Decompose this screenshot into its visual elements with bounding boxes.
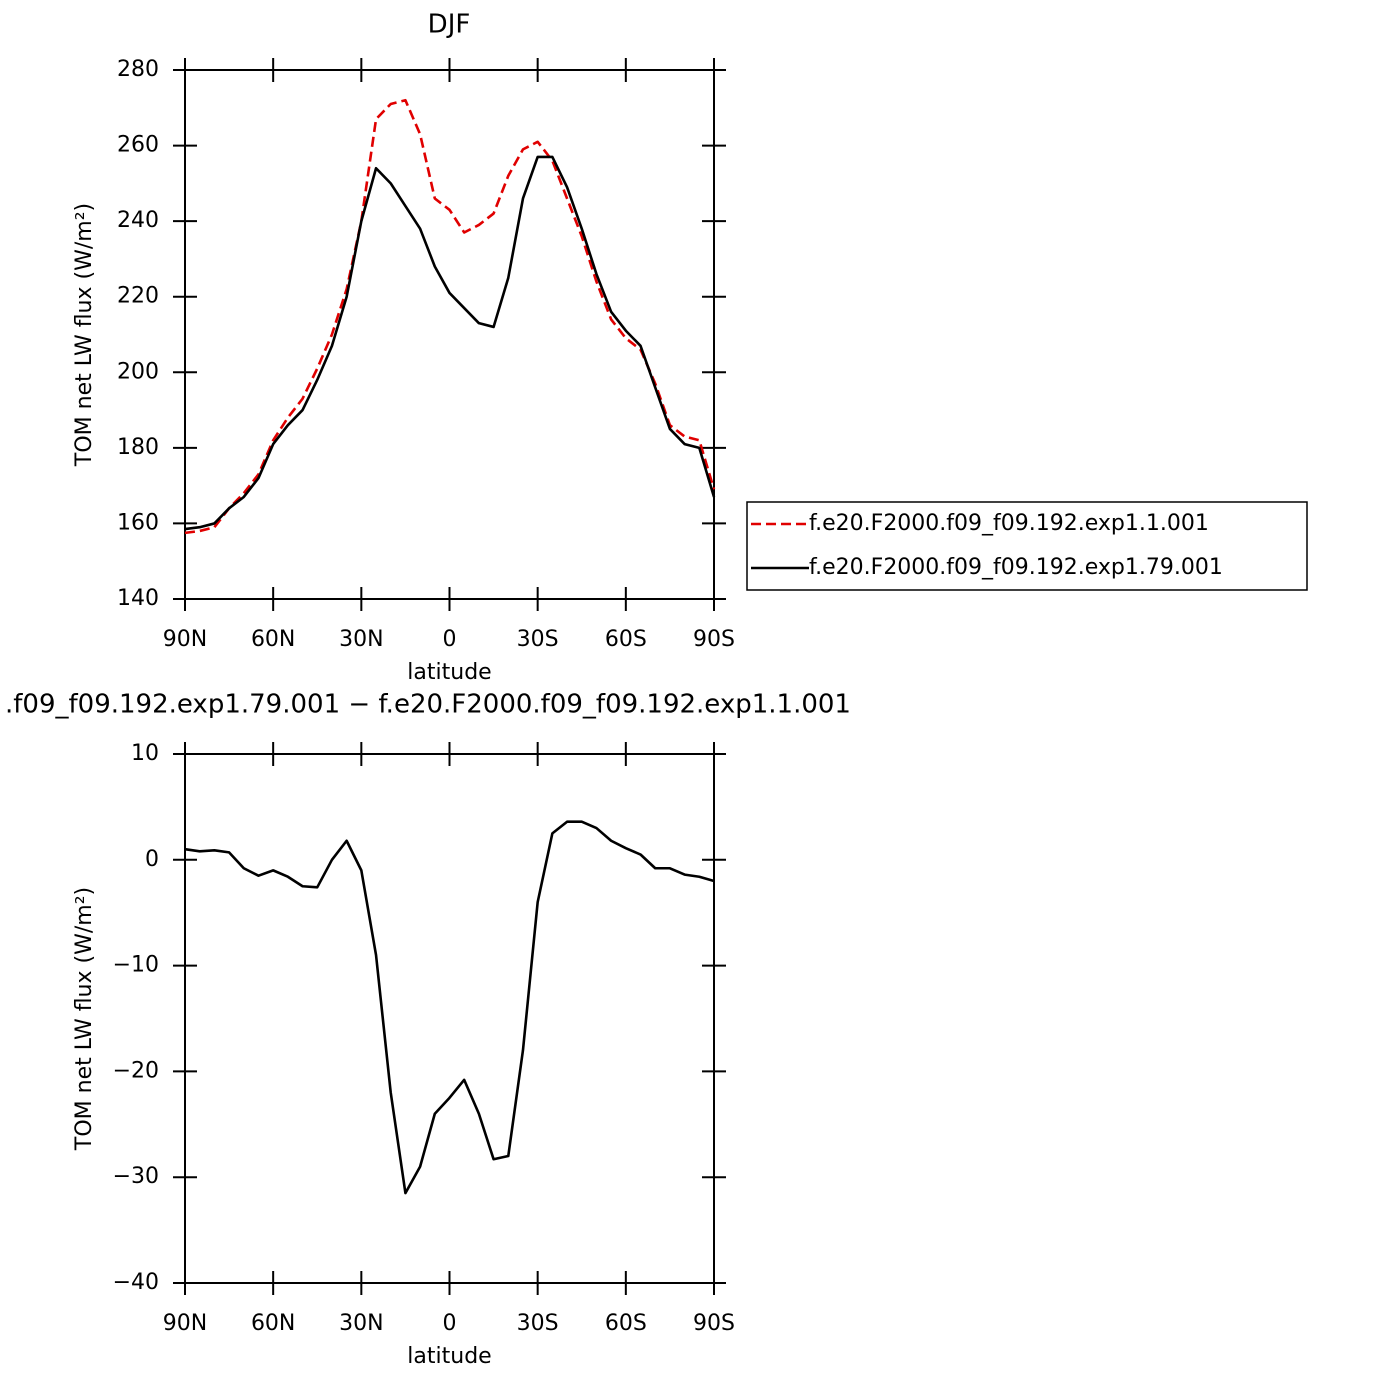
x-tick-label: 90N (163, 1311, 207, 1336)
x-tick-label: 30S (517, 627, 559, 652)
y-tick-label: 260 (117, 133, 159, 158)
y-tick-label: 280 (117, 57, 159, 82)
x-tick-label: 90S (693, 627, 735, 652)
y-axis-label: TOM net LW flux (W/m²) (72, 203, 97, 467)
y-tick-label: 10 (131, 741, 159, 766)
chart-title: .f09_f09.192.exp1.79.001 − f.e20.F2000.f… (5, 690, 851, 720)
x-tick-label: 60S (605, 627, 647, 652)
x-tick-label: 30N (339, 627, 383, 652)
y-tick-label: 140 (117, 586, 159, 611)
y-tick-label: −20 (113, 1058, 159, 1083)
y-tick-label: 240 (117, 208, 159, 233)
x-tick-label: 90N (163, 627, 207, 652)
legend-label: f.e20.F2000.f09_f09.192.exp1.79.001 (809, 555, 1223, 580)
x-tick-label: 90S (693, 1311, 735, 1336)
x-tick-label: 60N (251, 627, 295, 652)
x-tick-label: 60S (605, 1311, 647, 1336)
x-tick-label: 30N (339, 1311, 383, 1336)
y-tick-label: −40 (113, 1270, 159, 1295)
x-tick-label: 0 (443, 627, 457, 652)
x-tick-label: 60N (251, 1311, 295, 1336)
legend-label: f.e20.F2000.f09_f09.192.exp1.1.001 (809, 511, 1209, 536)
y-axis-label: TOM net LW flux (W/m²) (72, 887, 97, 1151)
data-line (184, 820, 715, 1195)
x-axis-label: latitude (407, 660, 491, 685)
data-line (184, 155, 716, 531)
y-tick-label: 180 (117, 435, 159, 460)
y-tick-label: −10 (113, 953, 159, 978)
y-tick-label: 0 (145, 847, 159, 872)
y-tick-label: 160 (117, 510, 159, 535)
x-tick-label: 30S (517, 1311, 559, 1336)
data-line (184, 98, 716, 535)
y-tick-label: −30 (113, 1164, 159, 1189)
plot-frame (184, 753, 715, 1284)
plot-frame (184, 69, 715, 600)
x-tick-label: 0 (443, 1311, 457, 1336)
y-tick-label: 220 (117, 284, 159, 309)
legend-box (746, 501, 1308, 591)
x-axis-label: latitude (407, 1344, 491, 1369)
chart-title: DJF (428, 10, 471, 40)
y-tick-label: 200 (117, 359, 159, 384)
